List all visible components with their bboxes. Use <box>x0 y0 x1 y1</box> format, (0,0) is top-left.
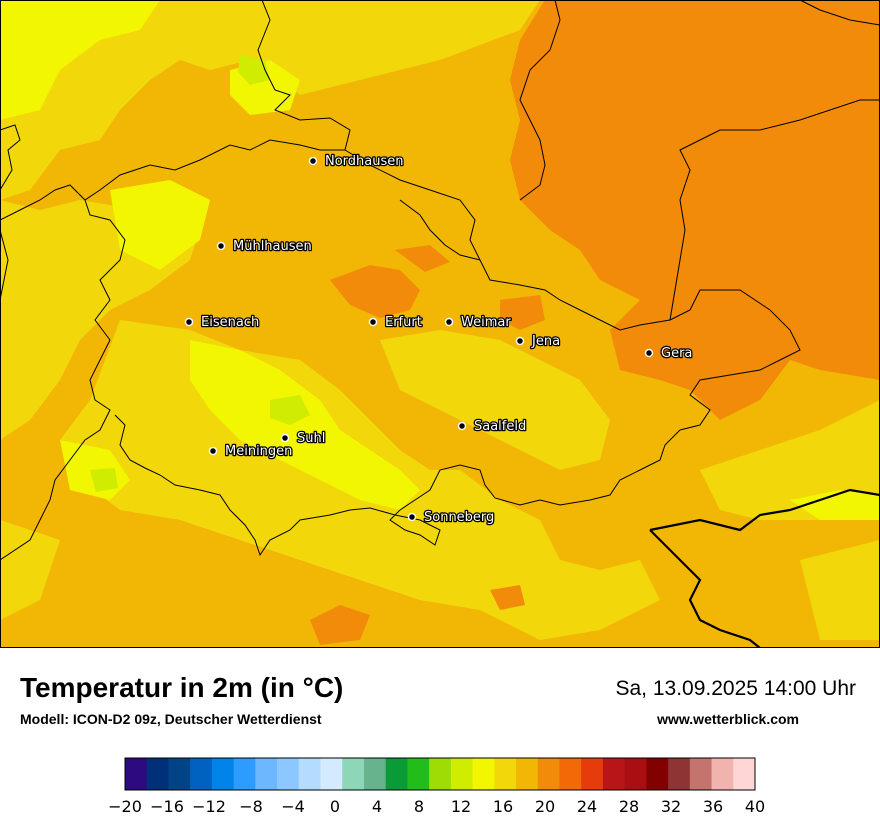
city-erfurt: Erfurt <box>368 314 423 331</box>
city-markers: Nordhausen Mühlhausen Eisenach Erfurt We… <box>184 153 694 526</box>
colorbar-tick-label: −16 <box>150 797 184 816</box>
colorbar-swatch <box>516 758 539 790</box>
temperature-zone-14 <box>90 55 310 492</box>
colorbar-swatch <box>190 758 213 790</box>
colorbar-tick-label: 20 <box>535 797 555 816</box>
colorbar-tick-label: 36 <box>703 797 723 816</box>
city-suhl: Suhl <box>280 430 327 447</box>
colorbar-tick-label: 12 <box>451 797 471 816</box>
svg-text:Erfurt: Erfurt <box>385 315 422 330</box>
colorbar-tick-label: 16 <box>493 797 513 816</box>
svg-text:Suhl: Suhl <box>297 431 325 446</box>
colorbar-tick-label: −12 <box>192 797 226 816</box>
colorbar-swatch <box>277 758 300 790</box>
colorbar-tick-label: −8 <box>239 797 263 816</box>
model-source: Modell: ICON-D2 09z, Deutscher Wetterdie… <box>20 711 322 727</box>
country-border <box>649 488 880 648</box>
city-nordhausen: Nordhausen <box>308 153 405 170</box>
colorbar-swatch <box>146 758 169 790</box>
svg-text:Saalfeld: Saalfeld <box>474 419 526 434</box>
colorbar-tick-label: 24 <box>577 797 597 816</box>
colorbar-swatch <box>711 758 734 790</box>
colorbar-swatch <box>385 758 408 790</box>
colorbar-swatch <box>407 758 430 790</box>
city-eisenach: Eisenach <box>184 314 261 331</box>
map-footer: Temperatur in 2m (in °C) Modell: ICON-D2… <box>0 648 880 830</box>
colorbar-swatch <box>494 758 517 790</box>
colorbar-swatch <box>537 758 560 790</box>
city-meiningen: Meiningen <box>208 443 294 460</box>
colorbar-swatch <box>125 758 148 790</box>
svg-text:Weimar: Weimar <box>461 315 511 330</box>
colorbar-tick-label: 4 <box>372 797 382 816</box>
colorbar-tick-label: 32 <box>661 797 681 816</box>
state-borders <box>0 0 880 561</box>
city-muehlhausen: Mühlhausen <box>216 238 313 255</box>
colorbar-swatch <box>233 758 256 790</box>
colorbar-tick-label: −20 <box>108 797 142 816</box>
colorbar-tick-label: 40 <box>745 797 765 816</box>
temperature-zone-20 <box>310 0 880 645</box>
city-weimar: Weimar <box>444 314 513 331</box>
colorbar-swatches <box>125 758 756 790</box>
colorbar-swatch <box>450 758 474 790</box>
colorbar-swatch <box>624 758 647 790</box>
svg-text:Meiningen: Meiningen <box>225 444 292 459</box>
forecast-datetime: Sa, 13.09.2025 14:00 Uhr <box>615 677 856 700</box>
colorbar-swatch <box>342 758 365 790</box>
svg-text:Sonneberg: Sonneberg <box>424 510 494 525</box>
colorbar-swatch <box>668 758 691 790</box>
colorbar-swatch <box>646 758 669 790</box>
colorbar-swatch <box>168 758 191 790</box>
map-title: Temperatur in 2m (in °C) <box>20 672 344 703</box>
colorbar-swatch <box>211 758 235 790</box>
temperature-colorbar: −20 −16 −12 −8 −4 0 4 8 12 16 20 24 28 32 36 40 <box>108 757 765 816</box>
svg-text:Jena: Jena <box>531 334 560 349</box>
website-link[interactable]: www.wetterblick.com <box>657 711 799 727</box>
city-gera: Gera <box>644 345 694 362</box>
colorbar-swatch <box>255 758 278 790</box>
colorbar-tick-label: 0 <box>330 797 340 816</box>
svg-text:Mühlhausen: Mühlhausen <box>233 239 312 254</box>
svg-text:Eisenach: Eisenach <box>201 315 259 330</box>
colorbar-ticks: −20 −16 −12 −8 −4 0 4 8 12 16 20 24 28 32 36 40 <box>108 797 765 816</box>
colorbar-swatch <box>602 758 626 790</box>
svg-text:Gera: Gera <box>661 346 692 361</box>
colorbar-swatch <box>733 758 756 790</box>
colorbar-tick-label: 8 <box>414 797 424 816</box>
city-jena: Jena <box>515 333 561 350</box>
colorbar-tick-label: −4 <box>281 797 305 816</box>
city-sonneberg: Sonneberg <box>407 509 496 526</box>
colorbar-tick-label: 28 <box>619 797 639 816</box>
colorbar-swatch <box>689 758 713 790</box>
colorbar-frame <box>124 757 756 791</box>
colorbar-swatch <box>298 758 322 790</box>
colorbar-swatch <box>581 758 604 790</box>
svg-text:Nordhausen: Nordhausen <box>325 154 404 169</box>
colorbar-swatch <box>559 758 582 790</box>
colorbar-swatch <box>363 758 387 790</box>
colorbar-swatch <box>472 758 495 790</box>
colorbar-swatch <box>429 758 452 790</box>
colorbar-swatch <box>320 758 343 790</box>
city-saalfeld: Saalfeld <box>457 418 528 435</box>
temperature-map: Nordhausen Mühlhausen Eisenach Erfurt We… <box>0 0 880 648</box>
